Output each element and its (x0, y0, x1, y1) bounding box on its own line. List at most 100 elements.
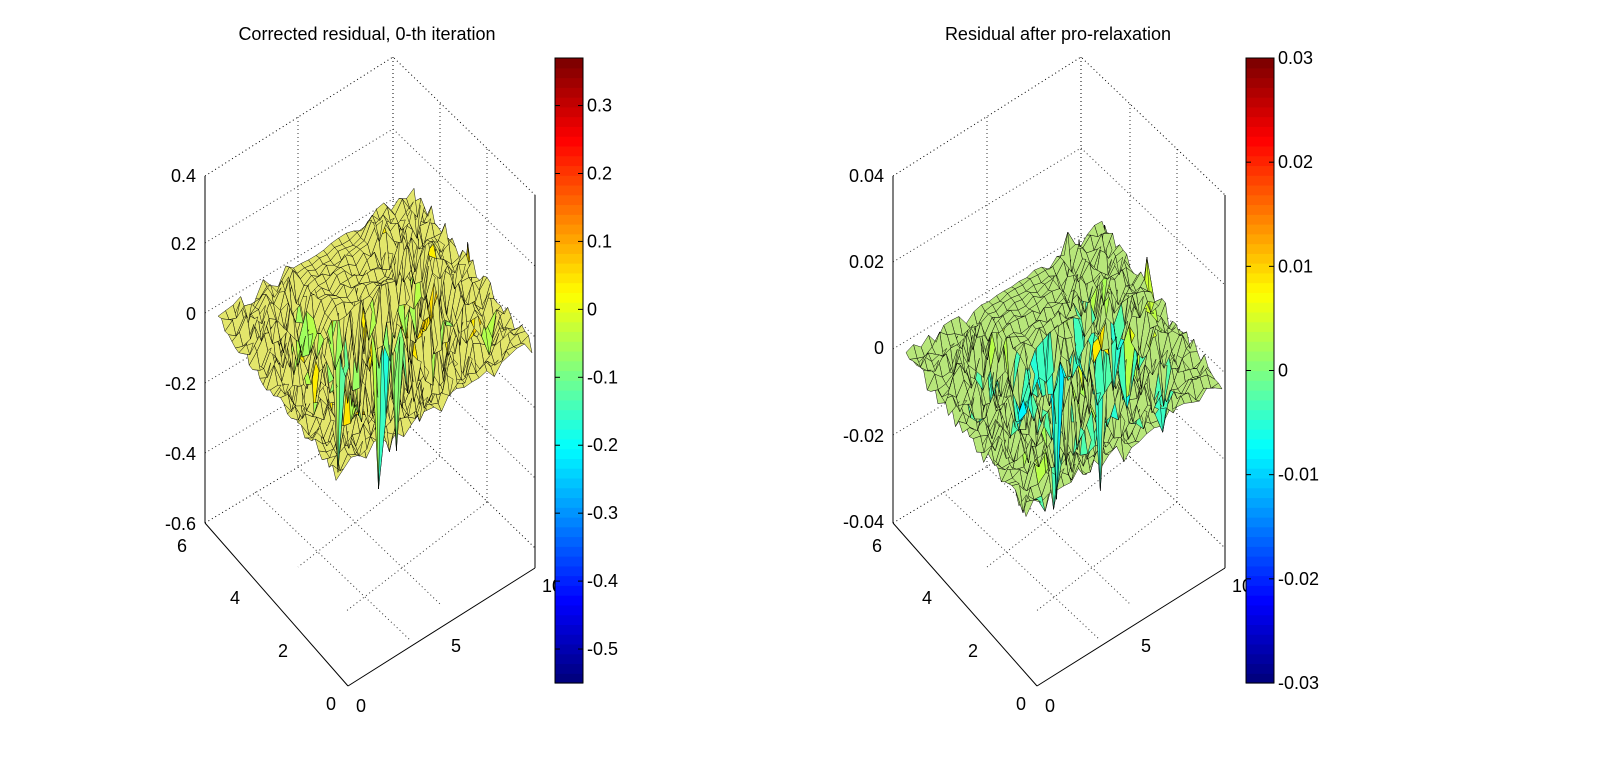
colorbar-swatch (555, 341, 583, 352)
colorbar-swatch (555, 487, 583, 499)
colorbar-swatch (555, 224, 583, 235)
colorbar-swatch (555, 458, 583, 469)
x-tick-label: 0 (356, 696, 366, 716)
colorbar-swatch (555, 67, 583, 79)
colorbar-tick-label: -0.01 (1278, 465, 1319, 485)
colorbar-swatch (555, 58, 583, 69)
colorbar-swatch (555, 624, 583, 635)
colorbar-swatch (1246, 204, 1274, 215)
z-tick-label: 0.4 (171, 166, 196, 186)
z-tick-label: -0.4 (165, 444, 196, 464)
colorbar-swatch (1246, 546, 1274, 557)
colorbar-swatch (555, 116, 583, 127)
colorbar-swatch (555, 243, 583, 254)
colorbar-swatch (555, 87, 583, 98)
colorbar-swatch (1246, 321, 1274, 333)
colorbar-swatch (555, 653, 583, 665)
colorbar-swatch (1246, 458, 1274, 469)
colorbar-swatch (555, 272, 583, 284)
y-tick-label: 0 (1016, 694, 1026, 714)
colorbar-swatch (1246, 390, 1274, 401)
z-tick-label: 0.02 (849, 252, 884, 272)
y-tick-label: 6 (872, 536, 882, 556)
colorbar-swatch (555, 282, 583, 293)
x-tick-label: 0 (1045, 696, 1055, 716)
colorbar-swatch (1246, 409, 1274, 420)
colorbar-swatch (555, 311, 583, 323)
colorbar-tick-label: -0.02 (1278, 569, 1319, 589)
surface-patch (905, 344, 918, 360)
colorbar-tick-label: 0.1 (587, 231, 612, 251)
colorbar-swatch (1246, 350, 1274, 362)
colorbar-swatch (555, 214, 583, 225)
colorbar-swatch (1246, 604, 1274, 616)
colorbar-swatch (555, 663, 583, 674)
z-tick-label: -0.04 (843, 512, 884, 532)
colorbar-swatch (555, 497, 583, 508)
colorbar-swatch (1246, 97, 1274, 108)
colorbar-swatch (555, 643, 583, 655)
y-tick-label: 2 (968, 641, 978, 661)
colorbar-frame (554, 57, 584, 684)
colorbar-swatch (555, 370, 583, 381)
colorbar-swatch (1246, 126, 1274, 137)
colorbar-swatch (555, 546, 583, 557)
colorbar-swatch (1246, 155, 1274, 167)
colorbar-swatch (555, 350, 583, 362)
colorbar-swatch (555, 126, 583, 137)
colorbar-swatch (555, 565, 583, 577)
y-tick-label: 2 (278, 641, 288, 661)
colorbar-swatch (555, 106, 583, 118)
colorbar-swatch (555, 585, 583, 596)
colorbar-tick-label: -0.03 (1278, 673, 1319, 693)
colorbar-swatch (1246, 380, 1274, 391)
colorbar-left: 0.3 0.2 0.1 0 -0.1 -0.2 -0.3 -0.4 -0.5 (554, 57, 618, 684)
colorbar-swatch (555, 360, 583, 372)
colorbar-swatch (555, 575, 583, 586)
chart-title-left: Corrected residual, 0-th iteration (238, 24, 495, 44)
colorbar-swatch (555, 175, 583, 186)
colorbar-swatch (1246, 438, 1274, 450)
colorbar-swatch (555, 526, 583, 538)
colorbar-tick-label: -0.5 (587, 639, 618, 659)
chart-title-right: Residual after pro-relaxation (945, 24, 1171, 44)
colorbar-swatch (1246, 487, 1274, 499)
colorbar-swatch (1246, 184, 1274, 196)
colorbar-swatch (1246, 575, 1274, 586)
x-tick-label: 5 (451, 636, 461, 656)
colorbar-swatch (1246, 643, 1274, 655)
colorbar-swatch (1246, 516, 1274, 528)
colorbar-swatch (1246, 448, 1274, 459)
y-tick-label: 4 (922, 588, 932, 608)
colorbar-swatch (555, 97, 583, 108)
colorbar-swatch (1246, 663, 1274, 674)
colorbar-swatch (1246, 429, 1274, 440)
colorbar-swatch (1246, 526, 1274, 538)
colorbar-swatch (1246, 253, 1274, 264)
colorbar-right: 0.03 0.02 0.01 0 -0.01 -0.02 -0.03 (1245, 48, 1319, 693)
colorbar-swatch (1246, 194, 1274, 206)
colorbar-swatch (555, 673, 583, 684)
colorbar-swatch (555, 614, 583, 626)
colorbar-swatch (1246, 136, 1274, 147)
colorbar-swatch (1246, 477, 1274, 489)
colorbar-swatch (555, 155, 583, 167)
colorbar-swatch (555, 595, 583, 606)
colorbar-swatch (555, 380, 583, 391)
colorbar-swatch (1246, 116, 1274, 127)
colorbar-swatch (1246, 468, 1274, 479)
colorbar-tick-label: 0 (587, 299, 597, 319)
colorbar-swatch (1246, 595, 1274, 606)
z-tick-label: 0 (186, 304, 196, 324)
colorbar-swatch (1246, 507, 1274, 518)
colorbar-swatch (1246, 360, 1274, 372)
colorbar-swatch (1246, 399, 1274, 411)
z-tick-label: 0.2 (171, 234, 196, 254)
y-ticks-left: 6 4 2 0 (177, 536, 336, 714)
colorbar-swatch (1246, 673, 1274, 684)
colorbar-swatch (1246, 614, 1274, 626)
colorbar-swatch (1246, 165, 1274, 176)
colorbar-swatch (1246, 585, 1274, 596)
colorbar-swatch (555, 556, 583, 567)
